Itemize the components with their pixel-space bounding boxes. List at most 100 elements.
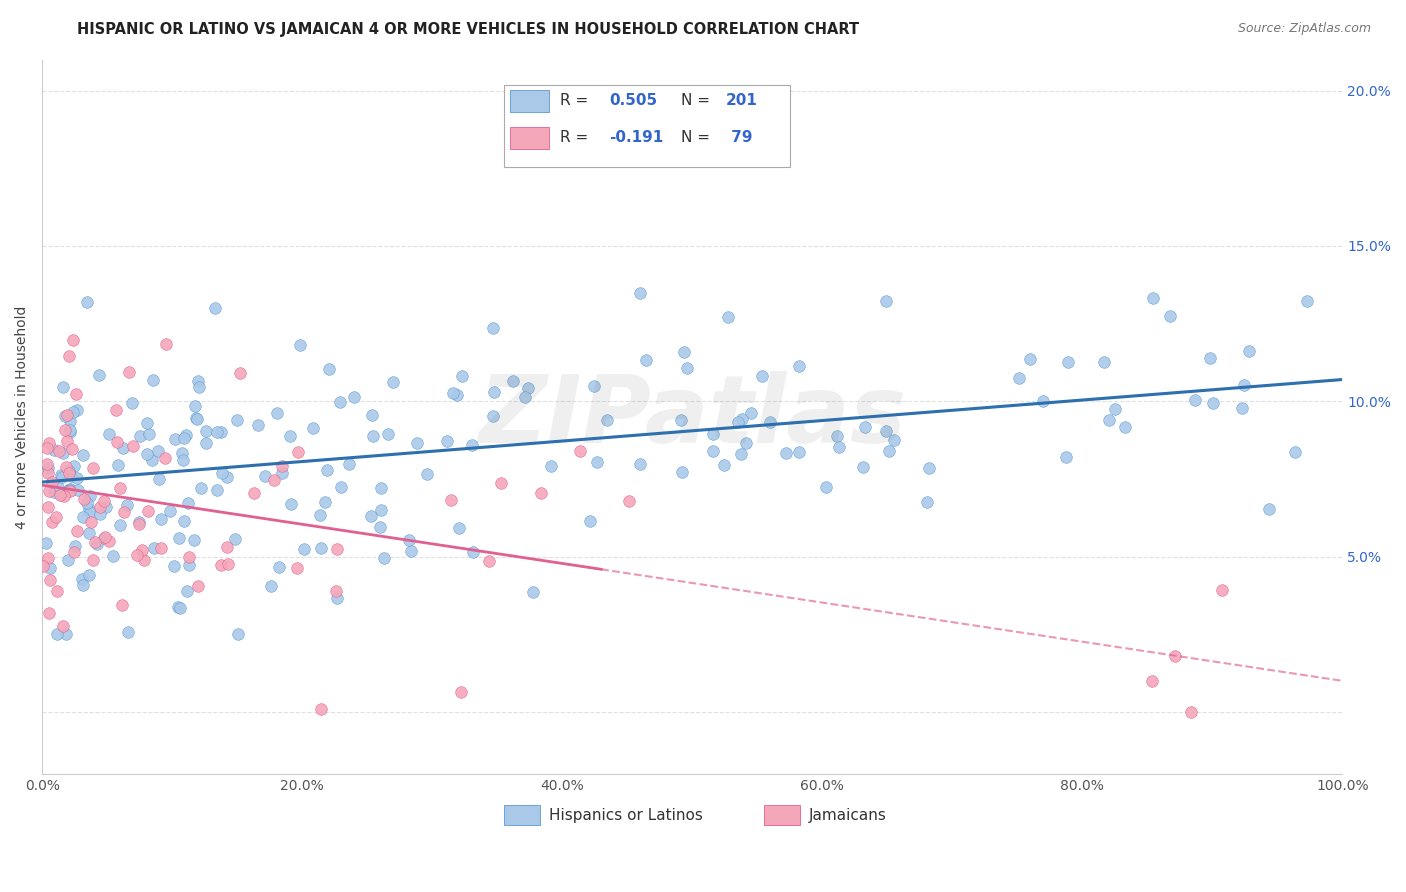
Point [260,579,283,593]
Point [398,533,420,547]
Point [489,476,512,491]
Point [204,301,226,315]
Point [309,702,332,716]
Point [94,500,117,514]
Point [128,429,150,443]
Point [361,409,384,423]
Point [669,413,692,427]
Point [93,531,115,545]
Text: N =: N = [681,93,714,108]
Point [329,480,352,494]
FancyBboxPatch shape [510,128,550,149]
Point [59,424,82,438]
Point [134,552,156,566]
Point [382,375,405,389]
Point [38,436,60,450]
Point [55,627,77,641]
Point [58,349,80,363]
Point [59,414,82,428]
Point [280,429,302,443]
Point [128,517,150,532]
Point [1232,401,1254,416]
Point [41,475,63,489]
Point [58,464,80,478]
Point [53,423,76,437]
Point [513,390,536,404]
Point [60,442,83,457]
Point [540,458,562,473]
Point [205,483,228,498]
Point [441,386,464,401]
Point [186,412,208,426]
Point [195,425,218,439]
Point [153,450,176,465]
Point [740,406,762,420]
Point [246,417,269,432]
Point [292,541,315,556]
Point [634,353,657,368]
Point [107,458,129,472]
Point [169,601,191,615]
Point [89,507,111,521]
Point [271,458,294,473]
Point [730,447,752,461]
Point [502,374,524,388]
Point [828,440,851,454]
Point [37,467,59,481]
Point [377,427,399,442]
Point [98,427,121,442]
Point [35,457,58,471]
Point [46,478,69,492]
Point [122,439,145,453]
Point [59,483,82,498]
Point [146,444,169,458]
Point [225,412,247,426]
Point [42,484,65,499]
Point [131,543,153,558]
Point [326,591,349,606]
Point [108,518,131,533]
Point [187,374,209,388]
Point [461,545,484,559]
Point [1057,355,1080,369]
Point [215,540,238,554]
Point [1114,420,1136,434]
Text: ZIPatlas: ZIPatlas [478,371,907,463]
Point [38,606,60,620]
Point [478,554,501,568]
Y-axis label: 4 or more Vehicles in Household: 4 or more Vehicles in Household [15,305,30,528]
Point [1094,355,1116,369]
Point [79,567,101,582]
Point [58,466,80,480]
Point [187,380,209,394]
Point [263,473,285,487]
Point [716,310,738,325]
Point [446,388,468,402]
Point [1019,351,1042,366]
Point [37,460,59,475]
Point [141,452,163,467]
Point [1211,582,1233,597]
Point [49,488,72,502]
Text: N =: N = [681,130,714,145]
Point [1239,344,1261,359]
FancyBboxPatch shape [503,85,790,167]
Point [360,508,382,523]
Point [86,537,108,551]
Point [62,405,84,419]
Point [150,512,173,526]
Text: Jamaicans: Jamaicans [810,808,887,823]
Point [117,366,139,380]
Point [285,561,308,575]
Point [482,409,505,424]
Point [1233,378,1256,392]
Point [128,516,150,530]
Point [76,496,98,510]
Point [66,402,89,417]
Point [1008,370,1031,384]
Point [1284,445,1306,459]
Point [217,557,239,571]
Point [243,486,266,500]
Point [117,625,139,640]
Point [280,497,302,511]
